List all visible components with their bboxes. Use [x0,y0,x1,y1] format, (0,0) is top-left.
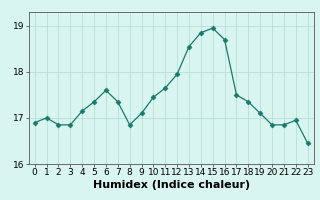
X-axis label: Humidex (Indice chaleur): Humidex (Indice chaleur) [92,180,250,190]
